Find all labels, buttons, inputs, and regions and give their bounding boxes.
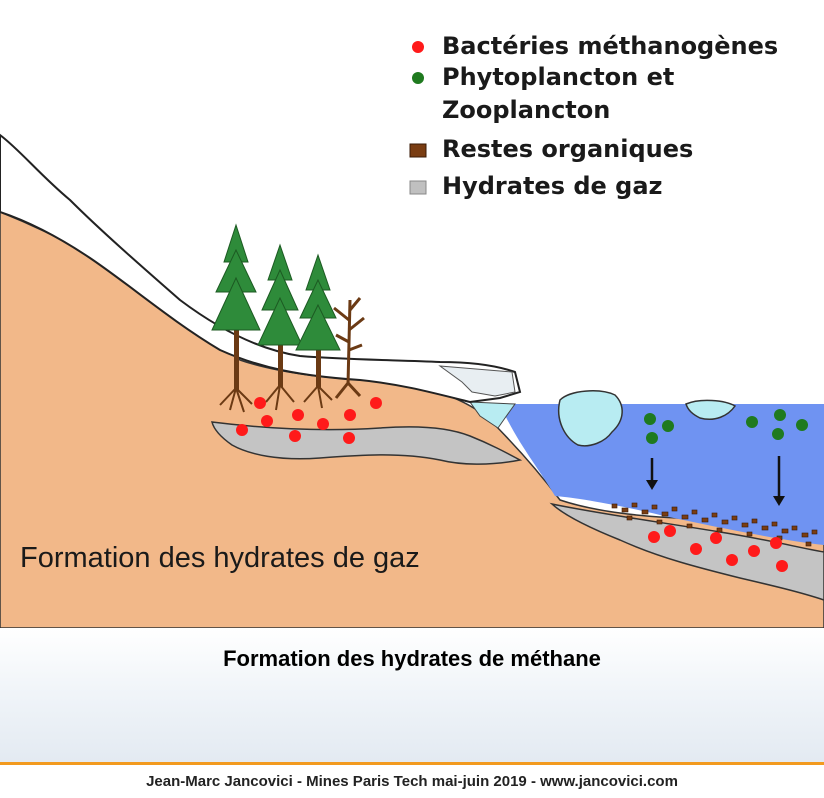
ice-edge	[468, 401, 516, 429]
legend-gray-square-icon	[409, 180, 427, 195]
tree-1	[211, 223, 261, 413]
legend-green-dot-icon	[412, 72, 424, 84]
legend-label-plankton: Phytoplancton et	[442, 63, 674, 91]
gas-hydrate-diagram: Bactéries méthanogènes Phytoplancton et …	[0, 32, 824, 628]
legend-label-hydrates: Hydrates de gaz	[442, 172, 663, 200]
footer: Jean-Marc Jancovici - Mines Paris Tech m…	[0, 765, 824, 798]
iceberg-right	[685, 399, 737, 420]
bacteria-land	[236, 397, 382, 444]
sinking-arrow-right	[773, 456, 785, 506]
hydrate-lens-sea	[549, 502, 824, 601]
tree-2	[257, 243, 303, 411]
legend: Bactéries méthanogènes Phytoplancton et …	[409, 32, 778, 200]
footer-credit: Jean-Marc Jancovici - Mines Paris Tech m…	[146, 773, 678, 790]
footer-divider	[0, 762, 824, 765]
sinking-arrow-left	[646, 458, 658, 490]
tree-3	[295, 253, 341, 409]
iceberg-left	[558, 390, 623, 447]
slide-caption: Formation des hydrates de méthane	[223, 646, 601, 671]
legend-label-bacteria: Bactéries méthanogènes	[442, 32, 778, 60]
snow-shading	[438, 365, 516, 397]
plankton	[644, 409, 808, 444]
legend-label-plankton-line2: Zooplancton	[442, 96, 610, 124]
dead-tree	[333, 297, 365, 399]
legend-label-organic: Restes organiques	[442, 135, 693, 163]
legend-red-dot-icon	[412, 41, 424, 53]
hydrate-lens-land	[211, 421, 523, 465]
organic-remains	[611, 502, 818, 547]
diagram-title: Formation des hydrates de gaz	[20, 542, 420, 574]
bacteria-sea	[648, 525, 788, 572]
legend-brown-square-icon	[409, 143, 427, 158]
caption-area: Formation des hydrates de méthane	[0, 628, 824, 762]
